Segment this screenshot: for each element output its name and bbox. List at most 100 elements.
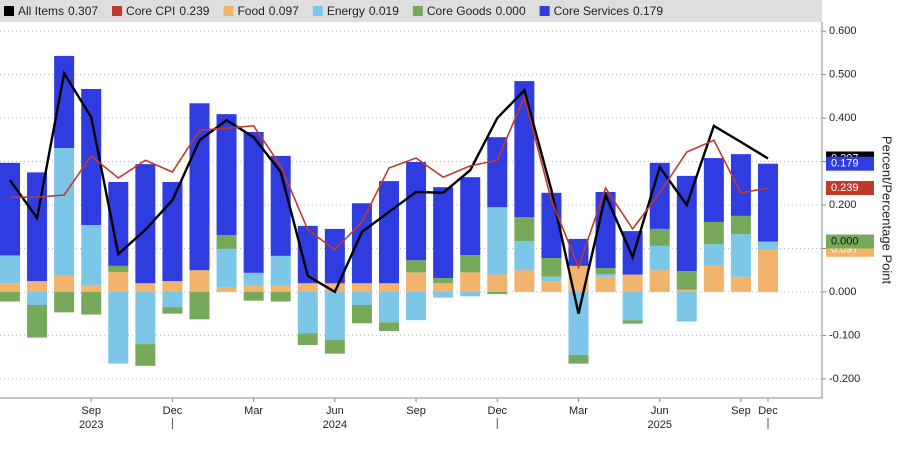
bar-segment — [135, 164, 156, 284]
bar-segment — [487, 274, 508, 292]
bar-segment — [568, 291, 589, 355]
x-tick-label: Sep — [81, 405, 101, 417]
year-label: 2023 — [79, 419, 103, 431]
bar-segment — [433, 291, 454, 298]
bar-segment — [351, 304, 372, 324]
value-tag — [826, 156, 874, 171]
bar-segment — [81, 291, 102, 315]
x-tick-label: Jun — [651, 405, 669, 417]
bar-segment — [297, 225, 318, 284]
legend-label: Core Goods — [427, 4, 492, 18]
bar-segment — [243, 131, 264, 273]
bar-segment — [379, 283, 399, 292]
bar-segment — [541, 258, 562, 277]
bar-segment — [162, 291, 183, 308]
line — [9, 70, 769, 314]
bar-segment — [379, 291, 399, 323]
bar-segment — [216, 114, 237, 235]
bar-segment — [730, 215, 751, 235]
bar-segment — [297, 283, 318, 292]
bar-segment — [460, 254, 481, 273]
bar-segment — [297, 333, 318, 345]
legend-swatch — [112, 6, 123, 16]
bar-segment — [81, 224, 102, 286]
y-tick-label: 0.000 — [829, 286, 857, 298]
x-tick-label: Sep — [731, 405, 751, 417]
bar-segment — [595, 191, 616, 269]
bar-segment — [676, 175, 697, 272]
bar-segment — [406, 272, 427, 292]
bar-segment — [216, 287, 237, 292]
bar-segment — [649, 270, 670, 292]
x-tick-label: Mar — [569, 405, 588, 417]
bar-segment — [622, 320, 643, 324]
bar-segment — [622, 274, 643, 292]
bar-segment — [243, 272, 264, 286]
bar-segment — [324, 291, 345, 340]
bar-segment — [406, 291, 427, 321]
x-tick-label: Dec — [163, 405, 183, 417]
legend-label: Food — [237, 4, 264, 18]
y-tick-label: -0.100 — [829, 329, 860, 341]
x-tick-label: Sep — [406, 405, 426, 417]
legend-swatch — [412, 6, 423, 16]
bar-segment — [270, 255, 291, 286]
bar-segment — [758, 241, 778, 250]
bar-segment — [189, 103, 210, 271]
bar-segment — [135, 291, 156, 345]
bar-segment — [108, 271, 129, 292]
bar-segment — [406, 161, 427, 261]
bar-segment — [487, 291, 508, 295]
bar-segment — [379, 322, 399, 332]
bar-segment — [324, 339, 345, 354]
bar-segment — [487, 137, 508, 208]
bar-segment — [595, 268, 616, 275]
bar-segment — [27, 304, 48, 338]
bar-segment — [433, 278, 454, 284]
bar-segment — [270, 285, 291, 292]
bar-segment — [324, 228, 345, 284]
bar-segment — [27, 281, 48, 292]
legend-swatch — [539, 6, 550, 16]
legend-value: 0.097 — [269, 4, 299, 18]
bar-segment — [703, 244, 724, 266]
bar-segment — [758, 163, 778, 242]
x-tick-label: Mar — [244, 405, 263, 417]
bar-segment — [243, 285, 264, 292]
legend-value: 0.019 — [369, 4, 399, 18]
bar-segment — [460, 272, 481, 292]
value-tag — [826, 234, 874, 249]
legend-label: All Items — [18, 4, 64, 18]
y-tick-label: 0.400 — [829, 112, 857, 124]
year-label: 2024 — [323, 419, 347, 431]
bar-segment — [162, 281, 183, 292]
legend-swatch — [312, 6, 323, 16]
legend-value: 0.000 — [496, 4, 526, 18]
bar-segment — [730, 154, 751, 216]
bar-segment — [81, 285, 102, 292]
bar-segment — [243, 291, 264, 301]
bar-segment — [703, 265, 724, 292]
bar-segment — [703, 221, 724, 245]
bar-segment — [54, 148, 75, 276]
bar-segment — [676, 289, 697, 292]
bar-segment — [216, 234, 237, 249]
x-tick-label: Dec — [488, 405, 508, 417]
bar-segment — [270, 291, 291, 302]
y-tick-label: 0.500 — [829, 69, 857, 81]
y-axis-title: Percent/Percentage Point — [880, 136, 895, 285]
bar-segment — [487, 207, 508, 275]
value-tag-label: 0.000 — [831, 235, 859, 247]
bar-segment — [649, 228, 670, 246]
bar-segment — [216, 248, 237, 288]
bar-segment — [649, 245, 670, 271]
bar-segment — [460, 177, 481, 255]
bar-segment — [514, 81, 535, 218]
bar-segment — [595, 274, 616, 277]
y-tick-label: -0.200 — [829, 373, 860, 385]
bar-segment — [514, 270, 535, 292]
bar-segment — [27, 172, 48, 282]
legend-value: 0.239 — [179, 4, 209, 18]
bar-segment — [54, 55, 75, 149]
